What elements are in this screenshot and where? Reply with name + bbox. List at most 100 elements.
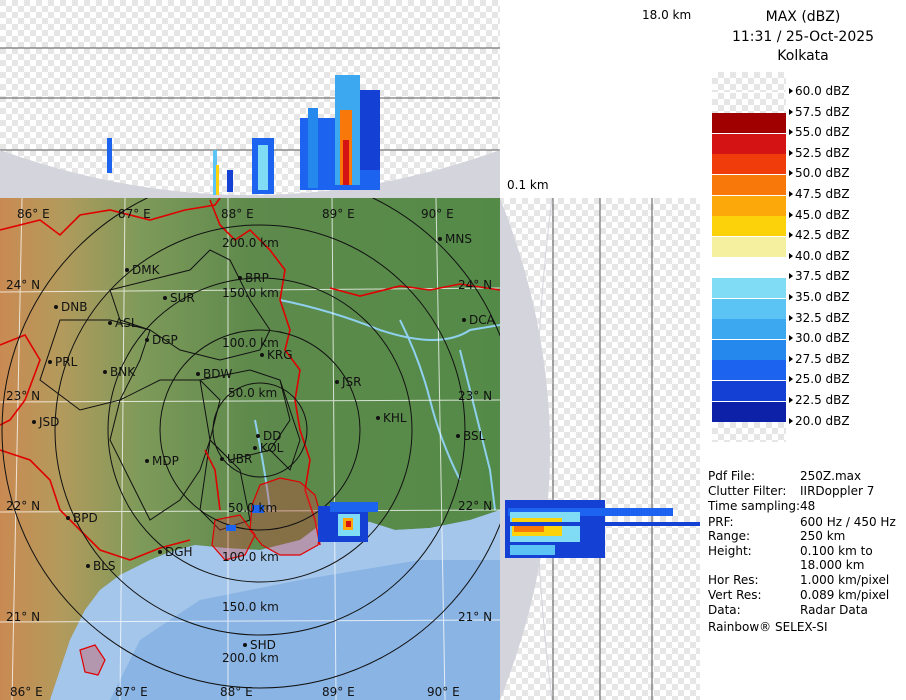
legend-label: 45.0 dBZ [789,207,850,222]
lon-label: 90° E [427,685,460,699]
city-label: DMK [132,263,161,277]
lat-labels-right: 24° N 23° N 22° N 21° N [458,278,492,624]
delta-outline [79,477,323,676]
datetime-label: 11:31 / 25-Oct-2025 [731,29,875,45]
legend-swatch [712,381,786,401]
top-panel-echo [107,75,380,195]
lon-labels-bottom: 86° E 87° E 88° E 89° E 90° E [10,685,460,699]
info-value: Radar Data [800,603,868,617]
info-key: Range: [708,529,751,543]
city-label: SHD [250,638,276,652]
legend-label: 32.5 dBZ [789,310,850,325]
city-label: ASL [115,316,138,330]
lat-label: 22° N [458,499,492,513]
info-value: 250Z.max [800,469,862,483]
graticule [0,198,500,700]
city-dot [66,516,70,520]
lon-label: 88° E [221,207,254,221]
legend-label: 25.0 dBZ [789,372,850,387]
city-label: DGH [165,545,193,559]
legend-swatch [712,401,786,422]
legend-label: 40.0 dBZ [789,248,850,263]
info-value: 18.000 km [800,558,865,572]
city-dot [103,370,107,374]
info-key: Data: [708,603,741,617]
ring-label: 50.0 km [228,501,277,515]
lon-labels-top: 86° E 87° E 88° E 89° E 90° E [17,207,454,221]
info-key: Pdf File: [708,469,756,483]
ring-label: 150.0 km [222,600,279,614]
city-markers: MNS DMK BRP DNB SUR ASL DCA DGP PRL KRG BNK BDW JSR J… [32,232,496,652]
legend-swatch [712,360,786,381]
city-dot [243,643,247,647]
ring-label: 200.0 km [222,651,279,665]
legend-label: 22.5 dBZ [789,393,850,407]
side-panel-blind-zone [500,198,550,700]
lon-label: 89° E [322,207,355,221]
city-label: BNK [110,365,136,379]
city-dot [462,318,466,322]
legend-swatch [712,72,786,92]
city-label: BDW [203,367,232,381]
city-label: KHL [383,411,407,425]
info-value: 0.100 km to [800,544,873,558]
legend-swatch [712,298,786,319]
legend-swatch [712,236,786,257]
city-label: MDP [152,454,179,468]
lat-label: 24° N [6,278,40,292]
lat-label: 21° N [458,610,492,624]
city-dot [145,338,149,342]
city-dot [32,420,36,424]
info-key: Hor Res: [708,573,759,587]
legend-label: 37.5 dBZ [789,269,850,284]
legend-swatch [712,257,786,278]
ring-label: 50.0 km [228,386,277,400]
height-max-label: 18.0 km [642,8,692,22]
legend-swatch [712,319,786,340]
city-label: DD [263,429,281,443]
city-label: BSL [463,429,486,443]
city-dot [253,446,257,450]
lon-label: 86° E [17,207,50,221]
city-label: JSR [341,375,362,389]
top-height-projection [0,0,500,198]
city-label: BLS [93,559,116,573]
city-dot [163,296,167,300]
city-dot [220,457,224,461]
legend-swatch [712,154,786,175]
city-label: DNB [61,300,87,314]
lat-label: 21° N [6,610,40,624]
lat-label: 23° N [458,389,492,403]
city-label: DGP [152,333,178,347]
legend-label: 52.5 dBZ [789,145,850,160]
lat-label: 24° N [458,278,492,292]
range-rings [1,198,500,689]
ring-label: 150.0 km [222,286,279,300]
ring-label: 100.0 km [222,336,279,350]
legend-label: 47.5 dBZ [789,187,850,201]
legend-label: 42.5 dBZ [789,228,850,243]
legend-swatch [712,113,786,134]
footer-credit: Rainbow® SELEX-SI [708,620,828,634]
legend-label: 35.0 dBZ [789,290,850,304]
city-dot [54,305,58,309]
city-dot [256,434,260,438]
info-value: 0.089 km/pixel [800,588,890,602]
legend-swatch [712,422,786,443]
info-value: 250 km [800,529,846,543]
lat-label: 23° N [6,389,40,403]
info-value: IIRDoppler 7 [800,484,875,498]
legend-swatch [712,278,786,298]
rivers [254,299,500,511]
lon-label: 90° E [421,207,454,221]
city-dot [438,237,442,241]
lon-label: 89° E [322,685,355,699]
legend-swatch [712,216,786,237]
info-value: 600 Hz / 450 Hz [800,515,896,529]
radar-max-display: 86° E 87° E 88° E 89° E 90° E 86° E 87° … [0,0,700,700]
info-key: PRF: [708,515,734,529]
product-title: MAX (dBZ) [765,9,841,25]
range-ring-labels: 50.0 km 100.0 km 150.0 km 200.0 km 50.0 … [222,236,279,665]
height-min-label: 0.1 km [507,178,549,192]
city-label: SUR [170,291,195,305]
